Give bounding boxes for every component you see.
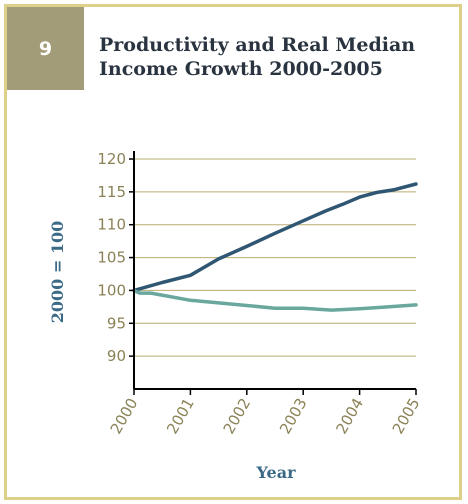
y-tick-label: 115 xyxy=(97,183,126,201)
x-tick-label: 2000 xyxy=(107,395,142,437)
chart-title: Productivity and Real Median Income Grow… xyxy=(99,33,449,81)
y-tick-label: 100 xyxy=(97,281,126,299)
x-tick-label: 2003 xyxy=(276,395,311,437)
x-axis-label: Year xyxy=(255,463,296,482)
y-tick-label: 120 xyxy=(97,150,126,168)
chart-title-line-2: Income Growth 2000-2005 xyxy=(99,58,383,80)
y-tick-label: 95 xyxy=(107,314,126,332)
series-lines xyxy=(132,182,418,312)
series-line-2 xyxy=(132,288,418,312)
x-tick-label: 2004 xyxy=(332,395,367,437)
grid-lines xyxy=(134,158,416,357)
figure-number-badge: 9 xyxy=(7,7,84,90)
chart-title-line-1: Productivity and Real Median xyxy=(99,34,416,56)
x-tick-label: 2002 xyxy=(220,395,255,437)
x-tick-label: 2001 xyxy=(163,395,198,437)
axes xyxy=(129,151,417,395)
figure-card: 9 Productivity and Real Median Income Gr… xyxy=(4,4,462,500)
y-tick-label: 90 xyxy=(107,347,126,365)
y-tick-label: 105 xyxy=(97,249,126,267)
series-line-1 xyxy=(132,182,418,293)
y-tick-label: 110 xyxy=(97,216,126,234)
y-axis-label: 2000 = 100 xyxy=(48,221,67,323)
x-tick-label: 2005 xyxy=(389,395,424,437)
